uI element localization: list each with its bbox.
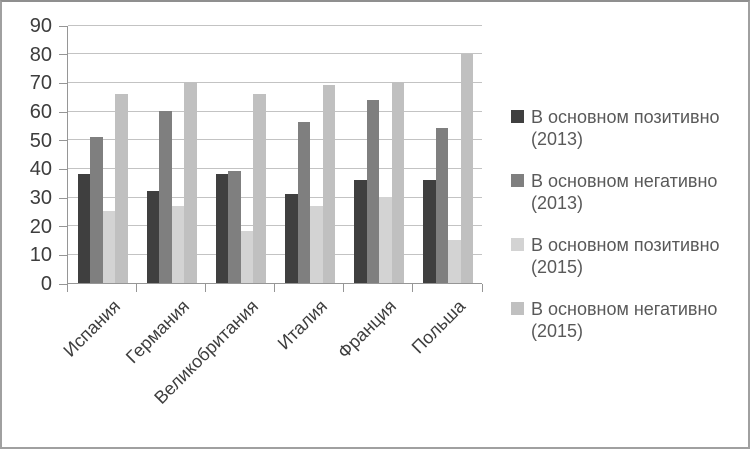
legend-color-swatch-icon: [511, 302, 524, 315]
y-axis-tick-label: 60: [29, 101, 52, 123]
legend-series-name: В основном негативно: [531, 171, 718, 191]
y-axis-tick-label: 20: [29, 215, 52, 238]
bar: [115, 93, 128, 283]
legend-series-year: (2015): [531, 257, 584, 277]
x-axis-category-label: Польша: [408, 296, 470, 358]
legend-series-year: (2013): [531, 129, 584, 149]
bar: [77, 174, 91, 283]
y-axis-tick: [59, 197, 67, 199]
y-axis-tick-label: 10: [29, 244, 52, 267]
gridline: [68, 167, 482, 169]
x-axis-tick: [135, 284, 137, 292]
y-axis-tick: [59, 140, 67, 142]
bar: [379, 197, 392, 283]
x-axis-tick: [412, 284, 414, 292]
bar: [297, 122, 311, 283]
legend-item-label: В основном позитивно (2013): [531, 106, 720, 150]
bar: [366, 99, 380, 283]
bar: [146, 191, 160, 283]
bar: [159, 111, 172, 283]
gridline: [68, 24, 482, 26]
y-axis-tick: [59, 254, 67, 256]
legend-item-label: В основном позитивно (2015): [531, 234, 720, 278]
bar: [423, 179, 436, 283]
y-axis-tick: [59, 283, 67, 285]
bar: [240, 231, 254, 283]
legend-color-swatch-icon: [511, 110, 524, 123]
legend-item: В основном негативно (2013): [511, 170, 746, 214]
x-axis-tick: [274, 284, 275, 292]
bar: [90, 136, 103, 283]
x-axis-tick: [481, 284, 483, 292]
y-axis-tick-label: 70: [29, 72, 52, 95]
gridline: [68, 196, 482, 198]
y-axis-tick-label: 80: [29, 43, 52, 66]
bar: [435, 128, 449, 283]
x-axis-category-label: Италия: [273, 296, 332, 354]
y-axis-tick-label: 30: [29, 187, 52, 209]
gridline: [68, 53, 482, 55]
x-axis-category-label: Франция: [334, 296, 401, 363]
legend-color-swatch-icon: [511, 238, 524, 251]
bar: [228, 171, 241, 283]
gridline: [68, 225, 482, 227]
bar: [184, 82, 197, 283]
legend-series-name: В основном позитивно: [531, 235, 720, 255]
legend-item: В основном негативно (2015): [511, 298, 746, 342]
bar: [354, 179, 367, 283]
y-axis-tick: [59, 168, 67, 170]
bar: [391, 82, 405, 283]
y-axis-tick: [59, 54, 67, 56]
gridline: [68, 81, 482, 83]
y-axis-tick: [59, 111, 67, 113]
legend-series-name: В основном позитивно: [531, 107, 720, 127]
legend-item: В основном позитивно (2013): [511, 106, 746, 150]
y-axis-tick: [59, 82, 67, 84]
x-axis-category-label: Испания: [59, 296, 124, 361]
y-axis-tick-label: 50: [29, 129, 52, 152]
y-axis-tick: [59, 25, 67, 27]
legend-series-year: (2013): [531, 193, 584, 213]
bar: [310, 205, 323, 283]
y-axis-tick-label: 90: [29, 15, 52, 37]
x-axis-tick: [204, 284, 206, 292]
y-axis-tick-label: 0: [40, 273, 52, 295]
chart-legend: В основном позитивно (2013) В основном нег…: [511, 106, 746, 362]
bar: [102, 211, 116, 283]
x-axis-tick: [66, 284, 68, 292]
legend-item: В основном позитивно (2015): [511, 234, 746, 278]
legend-series-name: В основном негативно: [531, 299, 718, 319]
legend-color-swatch-icon: [511, 174, 524, 187]
legend-item-label: В основном негативно (2013): [531, 170, 717, 214]
bar: [171, 205, 185, 283]
bar: [285, 194, 298, 283]
gridline: [68, 253, 482, 255]
bar: [253, 93, 266, 283]
bar: [322, 85, 336, 283]
bar: [448, 240, 461, 283]
x-axis-category-label: Германия: [121, 296, 193, 368]
plot-area: [67, 24, 482, 284]
y-axis-tick-label: 40: [29, 158, 52, 181]
legend-series-year: (2015): [531, 321, 584, 341]
gridline: [68, 110, 482, 112]
bar: [215, 174, 229, 283]
legend-item-label: В основном негативно (2015): [531, 298, 717, 342]
bar: [460, 53, 474, 283]
x-axis-tick: [343, 284, 345, 292]
gridline: [68, 139, 482, 141]
y-axis-tick: [59, 226, 67, 228]
